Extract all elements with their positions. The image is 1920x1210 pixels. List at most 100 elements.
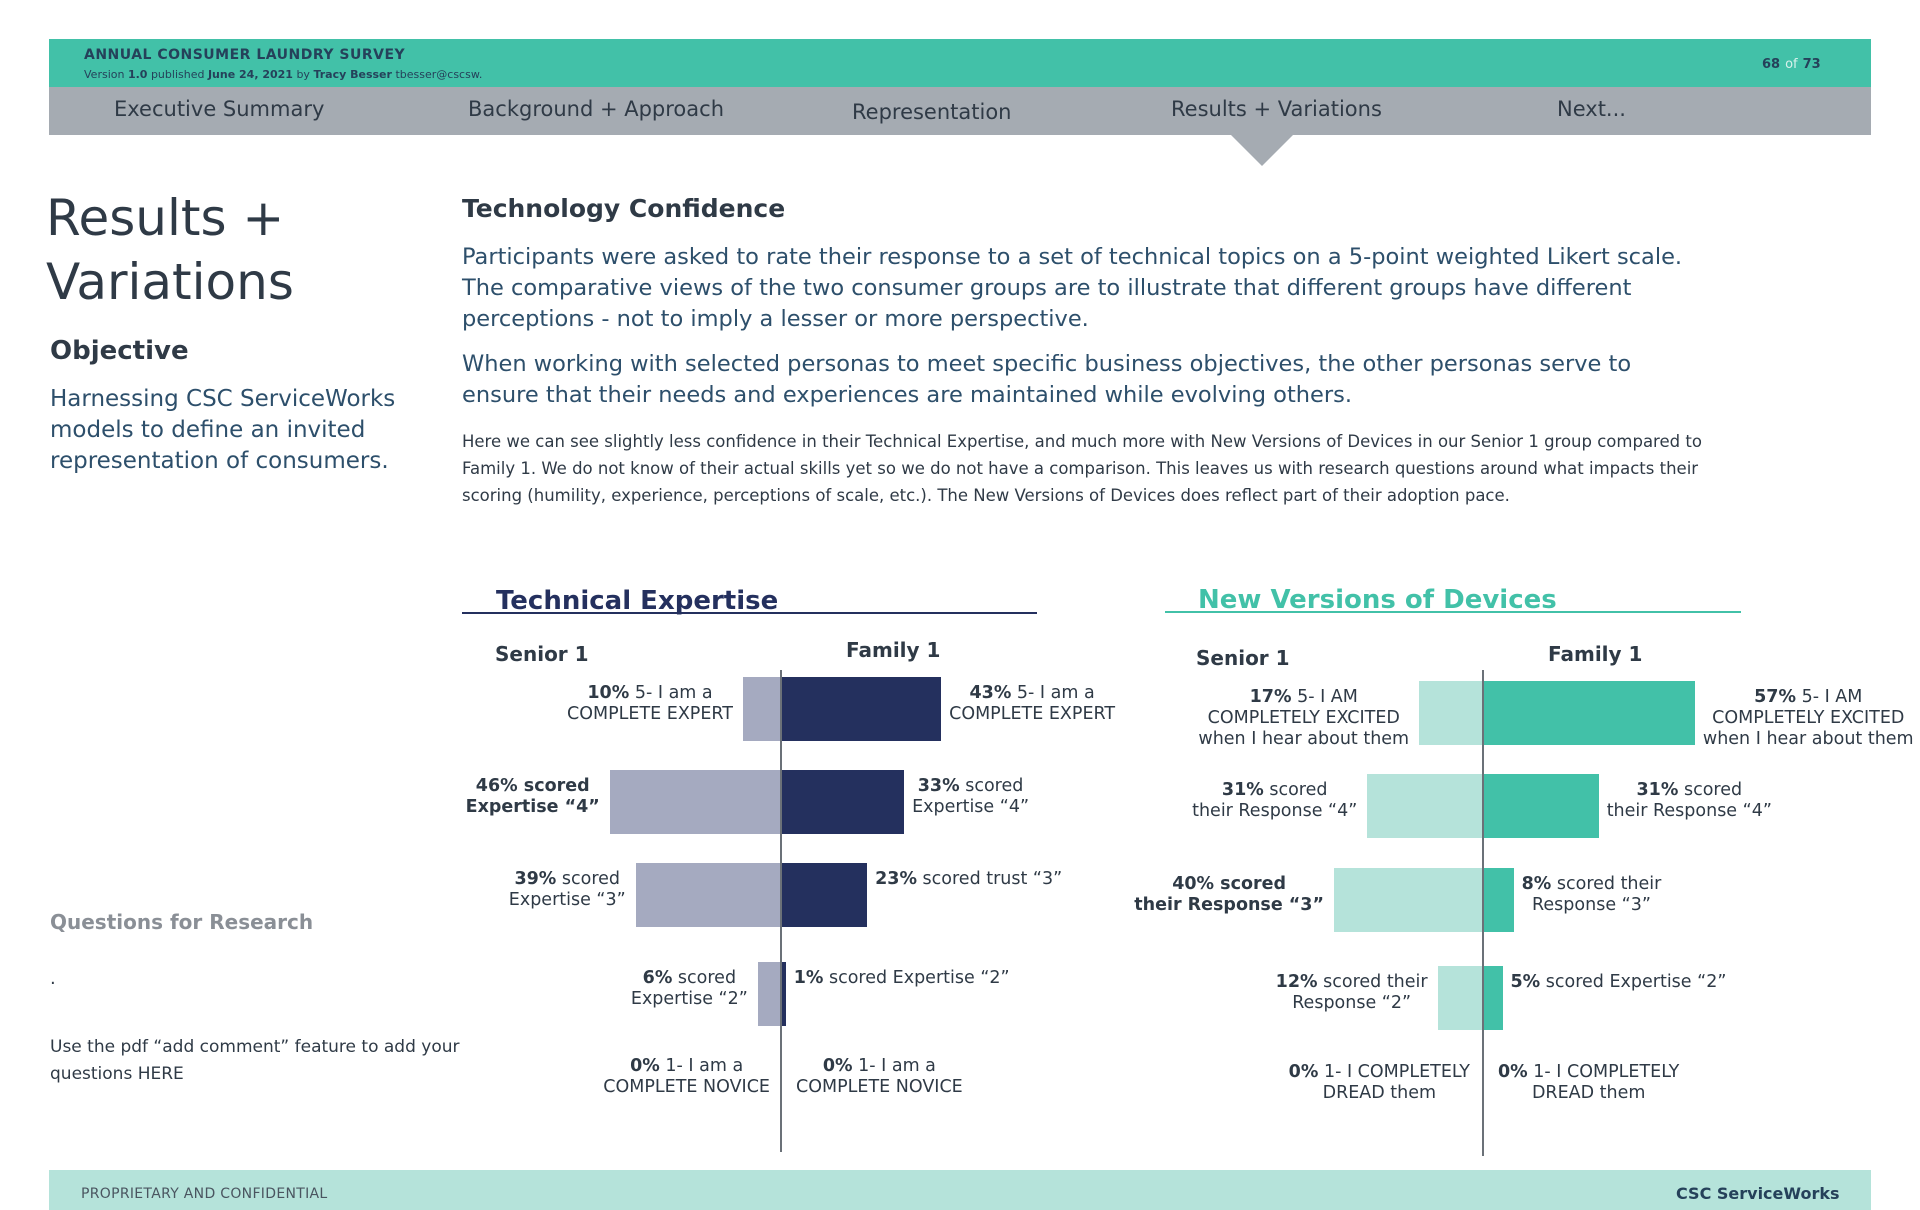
analysis-paragraph: Here we can see slightly less confidence… [462,432,1702,505]
page-title-line1: Results + [46,189,285,247]
technical-bar-family [782,962,786,1026]
data-label-value: 17% [1249,687,1292,707]
devices-bar-family [1484,681,1695,745]
devices-bar-senior [1334,868,1482,932]
active-nav-indicator [1230,134,1294,166]
data-label-value: 23% [875,869,917,889]
objective-heading: Objective [50,336,189,366]
published-text: published [150,68,205,81]
section-nav [49,87,1871,135]
data-label-value: 1% [793,968,824,988]
data-label-text: scored Expertise “3” [508,869,626,910]
page-of: of [1785,57,1798,72]
devices-data-label-senior: 12% scored their Response “2” [1276,972,1428,1014]
data-label-value: 46% scored Expertise “4” [465,776,600,817]
data-label-text: 5- I AM COMPLETELY EXCITED when I hear a… [1198,687,1410,749]
technical-bar-family [782,863,868,927]
devices-chart-title: New Versions of Devices [1198,585,1557,615]
devices-group-label-left: Senior 1 [1196,646,1290,670]
data-label-text: scored Expertise “2” [823,968,1010,988]
section-heading: Technology Confidence [462,194,786,223]
data-label-text: 5- I AM COMPLETELY EXCITED when I hear a… [1702,687,1914,749]
technical-data-label-senior: 46% scored Expertise “4” [466,776,600,818]
technical-data-label-senior: 0% 1- I am a COMPLETE NOVICE [603,1056,770,1098]
version-line: Version 1.0 published June 24, 2021 by T… [84,68,482,81]
devices-data-label-senior: 17% 5- I AM COMPLETELY EXCITED when I he… [1198,687,1409,750]
data-label-text: scored trust “3” [916,869,1063,889]
header-bar [49,39,1871,87]
devices-bar-family [1484,868,1514,932]
technical-bar-senior [609,770,780,834]
footer-brand: CSC ServiceWorks [1676,1184,1840,1203]
data-label-value: 6% [642,968,673,988]
page-title: Results + Variations [46,186,294,314]
devices-bar-family [1484,966,1503,1030]
technical-data-label-family: 0% 1- I am a COMPLETE NOVICE [796,1056,963,1098]
data-label-value: 10% [587,683,630,703]
technical-data-label-family: 43% 5- I am a COMPLETE EXPERT [949,683,1115,725]
nav-background-approach[interactable]: Background + Approach [468,97,724,121]
technical-bar-senior [743,677,780,741]
devices-data-label-senior: 31% scored their Response “4” [1192,780,1357,822]
devices-data-label-family: 8% scored their Response “3” [1522,874,1662,916]
page-title-line2: Variations [46,253,294,311]
nav-executive-summary[interactable]: Executive Summary [114,97,325,121]
devices-bar-family [1484,774,1599,838]
footer-bar [49,1170,1871,1210]
technical-bar-senior [757,962,780,1026]
comment-instructions: Use the pdf “add comment” feature to add… [50,1037,460,1084]
data-label-text: scored Expertise “2” [630,968,748,1009]
data-label-value: 33% [917,776,960,796]
intro-paragraph-1: Participants were asked to rate their re… [462,244,1683,332]
version-prefix: Version [84,68,125,81]
data-label-text: scored Expertise “4” [912,776,1030,817]
questions-bullet: . [50,968,56,989]
survey-title: ANNUAL CONSUMER LAUNDRY SURVEY [84,47,406,63]
technical-center-axis [780,670,782,1152]
nav-results-variations[interactable]: Results + Variations [1171,97,1382,121]
data-label-text: 5- I am a COMPLETE EXPERT [567,683,733,724]
questions-heading: Questions for Research [50,910,314,934]
data-label-value: 8% [1521,874,1552,894]
devices-bar-senior [1437,966,1482,1030]
devices-title-underline [1165,611,1741,613]
devices-data-label-family: 0% 1- I COMPLETELY DREAD them [1498,1062,1679,1104]
data-label-text: scored their Response “4” [1192,780,1358,821]
data-label-value: 12% [1275,972,1318,992]
technical-data-label-senior: 10% 5- I am a COMPLETE EXPERT [567,683,733,725]
data-label-value: 0% [1288,1062,1319,1082]
data-label-value: 0% [1498,1062,1528,1082]
data-label-value: 43% [969,683,1012,703]
technical-chart-title: Technical Expertise [496,586,779,616]
intro-paragraph-2: When working with selected personas to m… [462,351,1632,408]
data-label-text: 5- I am a COMPLETE EXPERT [949,683,1116,724]
data-label-text: 1- I COMPLETELY DREAD them [1531,1062,1680,1103]
technical-bar-family [782,677,942,741]
data-label-text: scored their Response “4” [1606,780,1772,821]
nav-next[interactable]: Next... [1557,97,1626,121]
published-date: June 24, 2021 [207,68,293,81]
version-number: 1.0 [127,68,148,81]
technical-data-label-family: 1% scored Expertise “2” [794,968,1010,989]
data-label-text: 1- I am a COMPLETE NOVICE [796,1056,963,1097]
devices-data-label-senior: 40% scored their Response “3” [1134,874,1324,916]
data-label-text: scored Expertise “2” [1540,972,1727,992]
devices-center-axis [1482,670,1484,1156]
devices-data-label-family: 5% scored Expertise “2” [1511,972,1727,993]
page-current: 68 [1762,57,1781,72]
data-label-value: 57% [1754,687,1796,707]
data-label-value: 0% [822,1056,853,1076]
devices-data-label-family: 57% 5- I AM COMPLETELY EXCITED when I he… [1703,687,1914,750]
devices-bar-senior [1419,681,1482,745]
nav-representation[interactable]: Representation [852,100,1012,124]
technical-data-label-family: 23% scored trust “3” [875,869,1062,890]
devices-data-label-family: 31% scored their Response “4” [1607,780,1772,822]
devices-bar-senior [1367,774,1482,838]
page-total: 73 [1802,57,1821,72]
author-name: Tracy Besser [313,68,392,81]
data-label-value: 40% scored their Response “3” [1134,874,1324,915]
data-label-text: scored their Response “2” [1292,972,1428,1013]
data-label-value: 31% [1636,780,1679,800]
technical-title-underline [462,612,1037,614]
technical-data-label-senior: 39% scored Expertise “3” [509,869,626,911]
